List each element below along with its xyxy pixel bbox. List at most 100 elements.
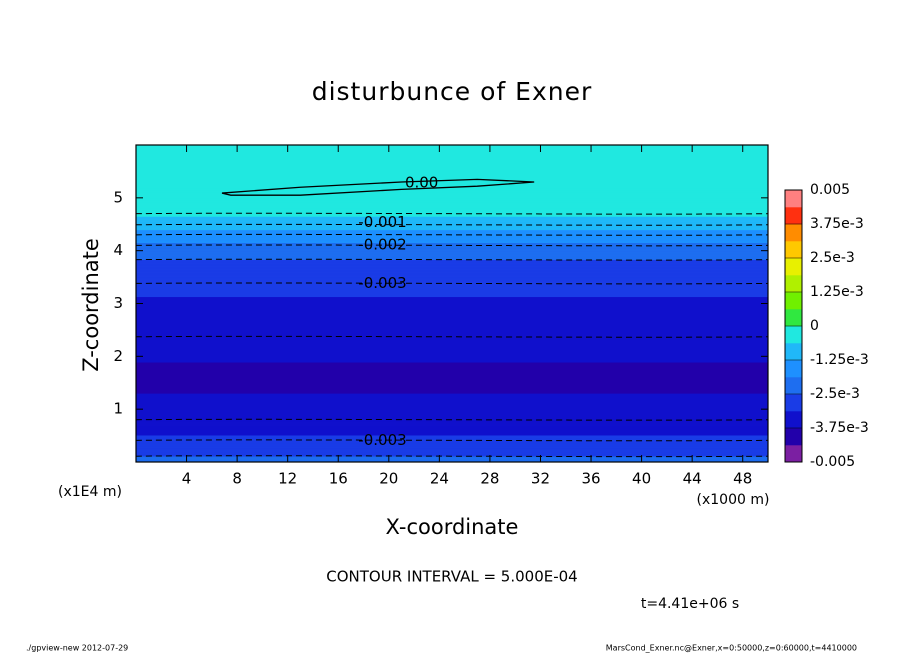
field-strip bbox=[136, 375, 768, 377]
contours: 0.00 -0.001 -0.002 -0.003 -0.003 bbox=[135, 174, 769, 458]
field-strip bbox=[136, 176, 768, 179]
field-strip bbox=[136, 197, 768, 199]
x-unit: (x1000 m) bbox=[697, 492, 770, 508]
field-strip bbox=[136, 284, 768, 287]
field-strip bbox=[136, 391, 768, 394]
colorbar-band bbox=[785, 224, 802, 242]
contour-line bbox=[135, 233, 769, 236]
field-strip bbox=[136, 181, 768, 184]
field-strip bbox=[136, 413, 768, 415]
field-strip bbox=[136, 341, 768, 344]
field-strip bbox=[136, 331, 768, 334]
x-axis-label: X-coordinate bbox=[386, 515, 519, 539]
field-strip bbox=[136, 416, 768, 418]
field-strip bbox=[136, 212, 768, 214]
field-strip bbox=[136, 370, 768, 372]
contour-label: -0.002 bbox=[358, 235, 406, 253]
field-strip bbox=[136, 377, 768, 379]
x-tick-label: 28 bbox=[480, 470, 499, 488]
field-strip bbox=[136, 353, 768, 356]
field-strip bbox=[136, 309, 768, 312]
field-strip bbox=[136, 325, 768, 328]
colorbar-band bbox=[785, 309, 802, 327]
field-strip bbox=[136, 160, 768, 163]
field-strip bbox=[136, 350, 768, 353]
colorbar-tick-label: -2.5e-3 bbox=[810, 386, 860, 402]
field-strip bbox=[136, 157, 768, 160]
field-strip bbox=[136, 409, 768, 412]
colorbar-band bbox=[785, 394, 802, 412]
field-strip bbox=[136, 147, 768, 150]
field-strip bbox=[136, 406, 768, 409]
field-strip bbox=[136, 385, 768, 388]
field-strip bbox=[136, 412, 768, 414]
field-strip bbox=[136, 174, 768, 176]
field-strip bbox=[136, 383, 768, 386]
field-strip bbox=[136, 405, 768, 408]
field-strip bbox=[136, 335, 768, 338]
footer-left: ./gpview-new 2012-07-29 bbox=[26, 644, 128, 653]
field-strip bbox=[136, 159, 768, 162]
contour-line bbox=[135, 439, 769, 442]
field-strip bbox=[136, 327, 768, 330]
field-strip bbox=[136, 212, 768, 214]
x-tick-label: 24 bbox=[430, 470, 449, 488]
colorbar-tick-label: -0.005 bbox=[810, 454, 855, 470]
field-strip bbox=[136, 288, 768, 291]
contour-label: -0.003 bbox=[358, 431, 406, 449]
field-strip bbox=[136, 386, 768, 389]
x-tick-label: 36 bbox=[581, 470, 600, 488]
field-strip bbox=[136, 339, 768, 342]
field-strip bbox=[136, 295, 768, 298]
contour-line bbox=[135, 455, 769, 458]
field-strip bbox=[136, 190, 768, 192]
field-strip bbox=[136, 372, 768, 374]
field-strip bbox=[136, 369, 768, 371]
field-strip bbox=[136, 156, 768, 158]
field-strip bbox=[136, 198, 768, 201]
colorbar-band bbox=[785, 411, 802, 429]
field-strip bbox=[136, 195, 768, 197]
field-strip bbox=[136, 191, 768, 193]
y-axis-label: Z-coordinate bbox=[79, 238, 103, 372]
field-strip bbox=[136, 390, 768, 393]
field-strip bbox=[136, 194, 768, 197]
colorbar-band bbox=[785, 241, 802, 259]
field bbox=[136, 144, 768, 463]
field-strip bbox=[136, 404, 768, 407]
field-strip bbox=[136, 407, 768, 410]
field-strip bbox=[136, 201, 768, 203]
field-strip bbox=[136, 360, 768, 363]
field-strip bbox=[136, 187, 768, 189]
field-strip bbox=[136, 345, 768, 348]
field-strip bbox=[136, 403, 768, 406]
x-tick-label: 48 bbox=[733, 470, 752, 488]
field-strip bbox=[136, 357, 768, 360]
field-strip bbox=[136, 371, 768, 373]
x-tick-label: 16 bbox=[329, 470, 348, 488]
colorbar-band bbox=[785, 326, 802, 344]
field-strip bbox=[136, 204, 768, 206]
field-strip bbox=[136, 155, 768, 157]
colorbar-band bbox=[785, 445, 802, 463]
field-strip bbox=[136, 323, 768, 326]
field-strip bbox=[136, 347, 768, 350]
field-strip bbox=[136, 349, 768, 352]
x-tick-label: 4 bbox=[182, 470, 192, 488]
contour-line bbox=[135, 418, 769, 421]
field-strip bbox=[136, 293, 768, 296]
colorbar-band bbox=[785, 207, 802, 225]
colorbar-band bbox=[785, 343, 802, 361]
field-strip bbox=[136, 199, 768, 201]
y-tick-label: 2 bbox=[113, 347, 123, 365]
time-label: t=4.41e+06 s bbox=[641, 596, 739, 612]
field-strip bbox=[136, 337, 768, 340]
field-strip bbox=[136, 148, 768, 151]
field-strip bbox=[136, 206, 768, 208]
field-strip bbox=[136, 297, 768, 300]
y-tick-label: 4 bbox=[113, 241, 123, 259]
y-tick-label: 3 bbox=[113, 294, 123, 312]
colorbar-tick-label: 1.25e-3 bbox=[810, 284, 864, 300]
field-strip bbox=[136, 167, 768, 170]
